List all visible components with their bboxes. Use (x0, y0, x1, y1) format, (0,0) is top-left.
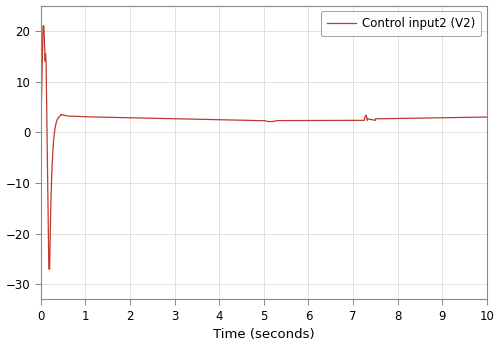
Control input2 (V2) (460, 115, 466, 119)
Legend: Control input2 (V2): Control input2 (V2) (320, 11, 481, 36)
Control input2 (V2) (40, 24, 46, 28)
Control input2 (V2) (46, 267, 52, 271)
Control input2 (V2) (484, 115, 490, 119)
Line: Control input2 (V2): Control input2 (V2) (40, 26, 487, 269)
Control input2 (V2) (126, 116, 132, 120)
Control input2 (V2) (56, 115, 62, 119)
Control input2 (V2) (38, 130, 44, 134)
Control input2 (V2) (64, 114, 70, 118)
Control input2 (V2) (256, 118, 262, 122)
Control input2 (V2) (40, 35, 46, 39)
X-axis label: Time (seconds): Time (seconds) (213, 329, 314, 341)
